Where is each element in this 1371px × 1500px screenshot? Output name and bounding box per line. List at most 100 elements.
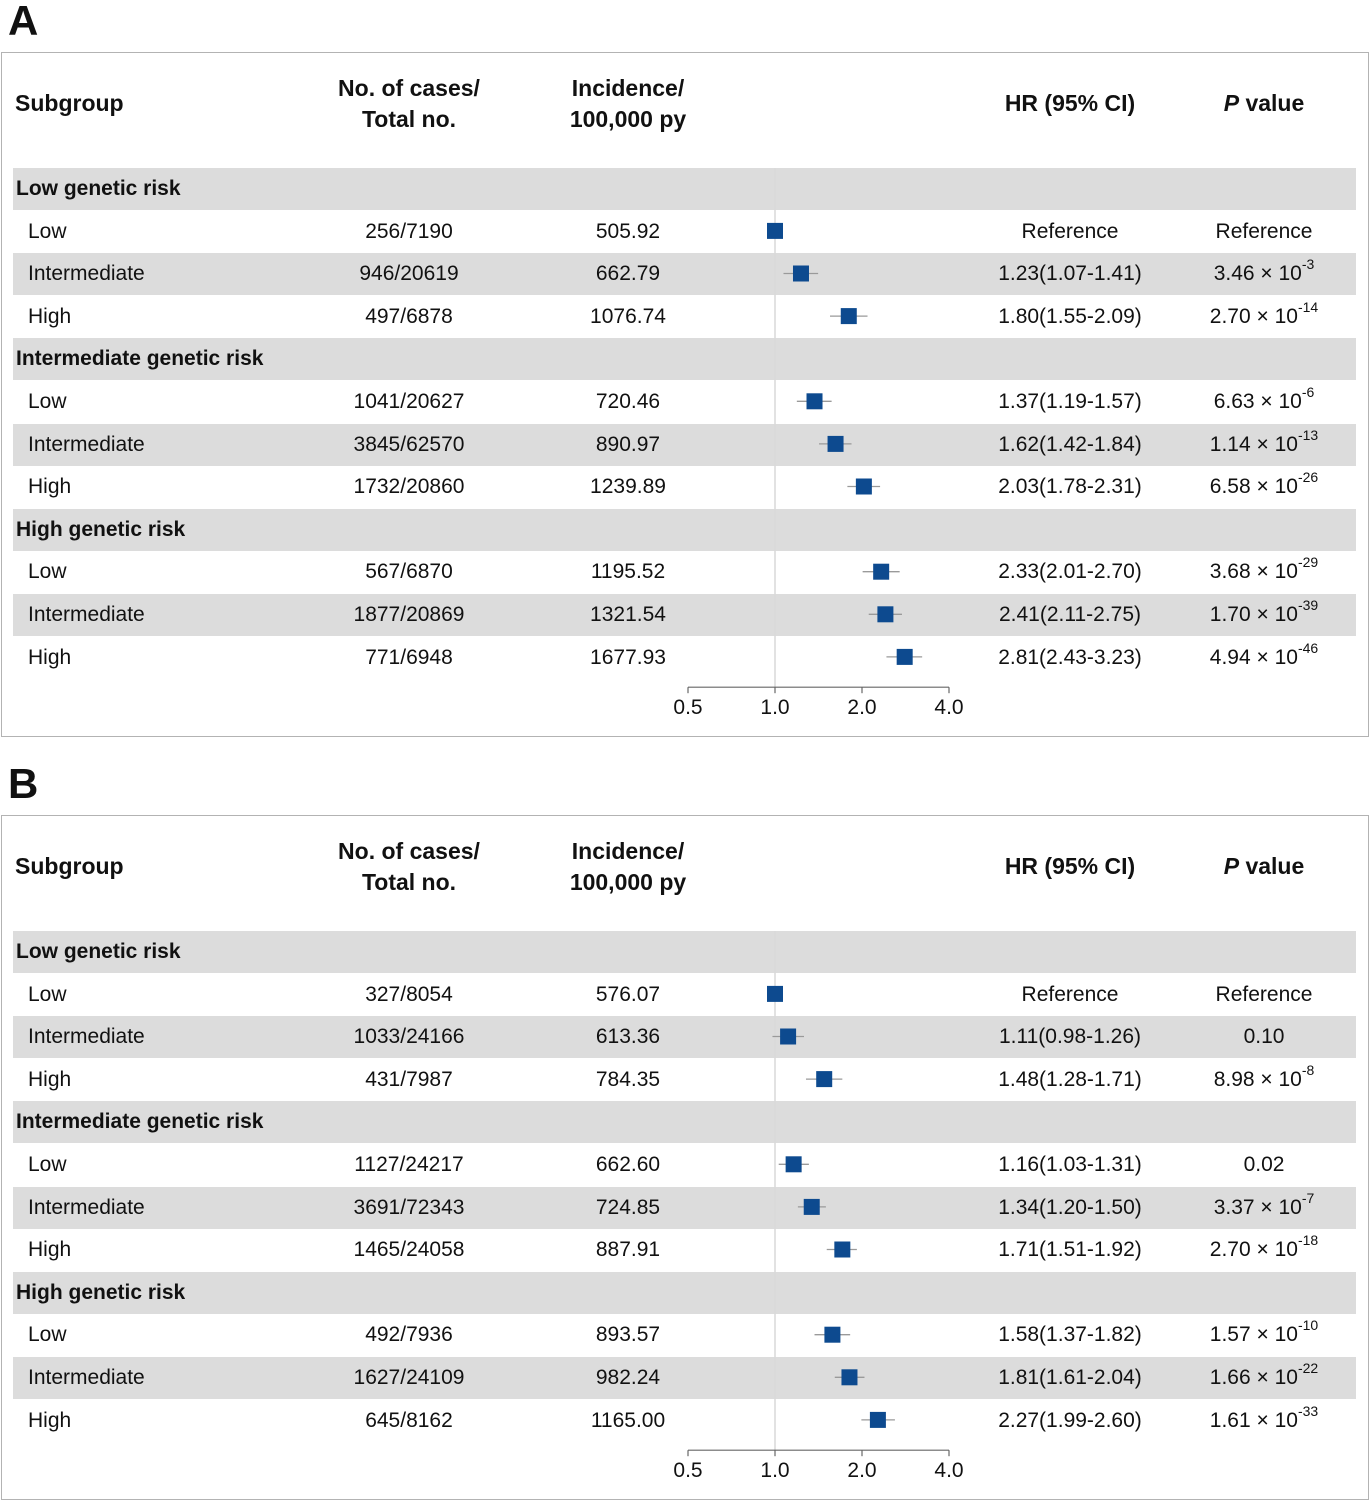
row-label: Intermediate xyxy=(28,603,145,626)
hr-point xyxy=(792,265,809,282)
table-row: Intermediate 3845/62570 890.97 1.62(1.42-1.… xyxy=(13,423,1356,466)
row-hr: 1.34(1.20-1.50) xyxy=(998,1195,1142,1219)
row-cases: 946/20619 xyxy=(359,262,459,286)
p-base: Reference xyxy=(1215,982,1313,1006)
row-incidence: 784.35 xyxy=(595,1067,661,1091)
header-incidence-line: Incidence/ xyxy=(571,75,685,101)
table-row: Low 327/8054 576.07 Reference Reference xyxy=(13,974,1356,1016)
row-cases: 497/6878 xyxy=(365,304,453,328)
row-cases: 771/6948 xyxy=(365,645,453,669)
hr-point xyxy=(803,1198,820,1215)
hr-point xyxy=(785,1156,802,1173)
table-row: Low 256/7190 505.92 Reference Reference xyxy=(13,211,1356,253)
row-hr: 2.03(1.78-2.31) xyxy=(998,475,1142,499)
row-p-value: 6.58 × 10-26 xyxy=(1164,466,1364,508)
header-incidence: Incidence/100,000 py xyxy=(528,73,728,135)
row-incidence: 1321.54 xyxy=(590,603,666,626)
table-row: Low 1041/20627 720.46 1.37(1.19-1.57) 6.63 ×… xyxy=(13,381,1356,423)
group-title: Intermediate genetic risk xyxy=(16,1110,264,1134)
p-base: 3.68 × 10 xyxy=(1209,560,1298,584)
hr-point xyxy=(840,308,857,325)
row-incidence: 576.07 xyxy=(595,982,661,1006)
table-row: High 1465/24058 887.91 1.71(1.51-1.92) 2.70 … xyxy=(13,1229,1356,1271)
row-hr: 1.11(0.98-1.26) xyxy=(998,1025,1142,1049)
hr-point xyxy=(873,563,890,580)
row-hr: 1.71(1.51-1.92) xyxy=(998,1238,1142,1262)
group-row: High genetic risk xyxy=(13,1271,1356,1314)
header-subgroup-line: Subgroup xyxy=(15,90,124,116)
group-title: Low genetic risk xyxy=(16,177,181,200)
p-base: 6.58 × 10 xyxy=(1209,475,1298,499)
row-p-value: 2.70 × 10-14 xyxy=(1164,296,1364,338)
x-tick-label: 0.5 xyxy=(673,696,702,719)
hr-point xyxy=(780,1028,797,1045)
row-p-value: 3.68 × 10-29 xyxy=(1164,551,1364,593)
row-hr: 2.41(2.11-2.75) xyxy=(998,603,1142,626)
table-row: Low 492/7936 893.57 1.58(1.37-1.82) 1.57 × 1… xyxy=(13,1314,1356,1356)
group-row: Low genetic risk xyxy=(13,931,1356,973)
table-row: Intermediate 946/20619 662.79 1.23(1.07-1.4… xyxy=(13,253,1356,296)
p-exponent: -6 xyxy=(1301,384,1315,400)
row-incidence: 1076.74 xyxy=(590,304,666,328)
row-label: Low xyxy=(28,1153,67,1176)
row-p-value: 2.70 × 10-18 xyxy=(1164,1229,1364,1271)
row-label: Low xyxy=(28,390,67,413)
table-row: Intermediate 3691/72343 724.85 1.34(1.20-1.… xyxy=(13,1186,1356,1229)
x-tick-label: 1.0 xyxy=(760,1459,789,1482)
row-hr: Reference xyxy=(1021,219,1119,243)
row-incidence: 613.36 xyxy=(595,1025,661,1049)
p-exponent: -7 xyxy=(1301,1189,1315,1206)
row-hr: 2.27(1.99-2.60) xyxy=(998,1408,1142,1432)
header-cases-line: No. of cases/ xyxy=(338,75,480,101)
header-p-italic: P xyxy=(1223,853,1240,879)
p-base: 6.63 × 10 xyxy=(1213,390,1302,413)
header-p-rest: value xyxy=(1239,90,1305,116)
row-incidence: 724.85 xyxy=(595,1195,661,1219)
row-label: Low xyxy=(28,560,67,584)
row-label: Intermediate xyxy=(28,432,145,456)
hr-point xyxy=(816,1071,833,1088)
hr-point xyxy=(834,1241,851,1258)
table-row: High 497/6878 1076.74 1.80(1.55-2.09) 2.70 ×… xyxy=(13,296,1356,338)
p-base: 1.61 × 10 xyxy=(1209,1408,1298,1432)
header-incidence-line: 100,000 py xyxy=(569,106,687,132)
p-base: 8.98 × 10 xyxy=(1213,1067,1302,1091)
row-cases: 1041/20627 xyxy=(353,390,465,413)
group-title: Low genetic risk xyxy=(16,940,181,963)
hr-point xyxy=(767,985,783,1002)
row-label: High xyxy=(28,645,72,669)
group-row: Intermediate genetic risk xyxy=(13,338,1356,381)
header-cases-line: Total no. xyxy=(361,869,457,895)
group-title: Intermediate genetic risk xyxy=(16,347,264,371)
p-base: 1.14 × 10 xyxy=(1209,432,1298,456)
row-incidence: 893.57 xyxy=(595,1323,661,1347)
row-cases: 256/7190 xyxy=(365,219,453,243)
header-hr: HR (95% CI) xyxy=(970,851,1170,882)
hr-point xyxy=(767,222,783,239)
row-p-value: 0.10 xyxy=(1164,1016,1364,1058)
p-base: 2.70 × 10 xyxy=(1209,304,1298,328)
row-p-value: 8.98 × 10-8 xyxy=(1164,1059,1364,1101)
row-cases: 645/8162 xyxy=(365,1408,453,1432)
row-label: High xyxy=(28,304,72,328)
row-label: Intermediate xyxy=(28,1366,145,1389)
group-row: Low genetic risk xyxy=(13,168,1356,210)
hr-point xyxy=(869,1411,886,1428)
hr-point xyxy=(896,648,913,665)
header-hr-line: HR (95% CI) xyxy=(1004,90,1136,116)
row-label: Low xyxy=(28,982,67,1006)
row-cases: 327/8054 xyxy=(365,982,453,1006)
row-label: Low xyxy=(28,1323,67,1347)
x-tick-label: 2.0 xyxy=(847,1459,876,1482)
row-hr: 1.62(1.42-1.84) xyxy=(998,432,1142,456)
x-tick-label: 2.0 xyxy=(847,696,876,719)
row-p-value: 4.94 × 10-46 xyxy=(1164,637,1364,679)
hr-point xyxy=(877,606,894,623)
p-exponent: -22 xyxy=(1297,1360,1319,1376)
p-exponent: -33 xyxy=(1297,1402,1319,1419)
p-exponent: -10 xyxy=(1297,1317,1319,1334)
row-incidence: 662.60 xyxy=(595,1153,661,1176)
row-incidence: 505.92 xyxy=(595,219,661,243)
p-exponent: -18 xyxy=(1297,1232,1319,1249)
